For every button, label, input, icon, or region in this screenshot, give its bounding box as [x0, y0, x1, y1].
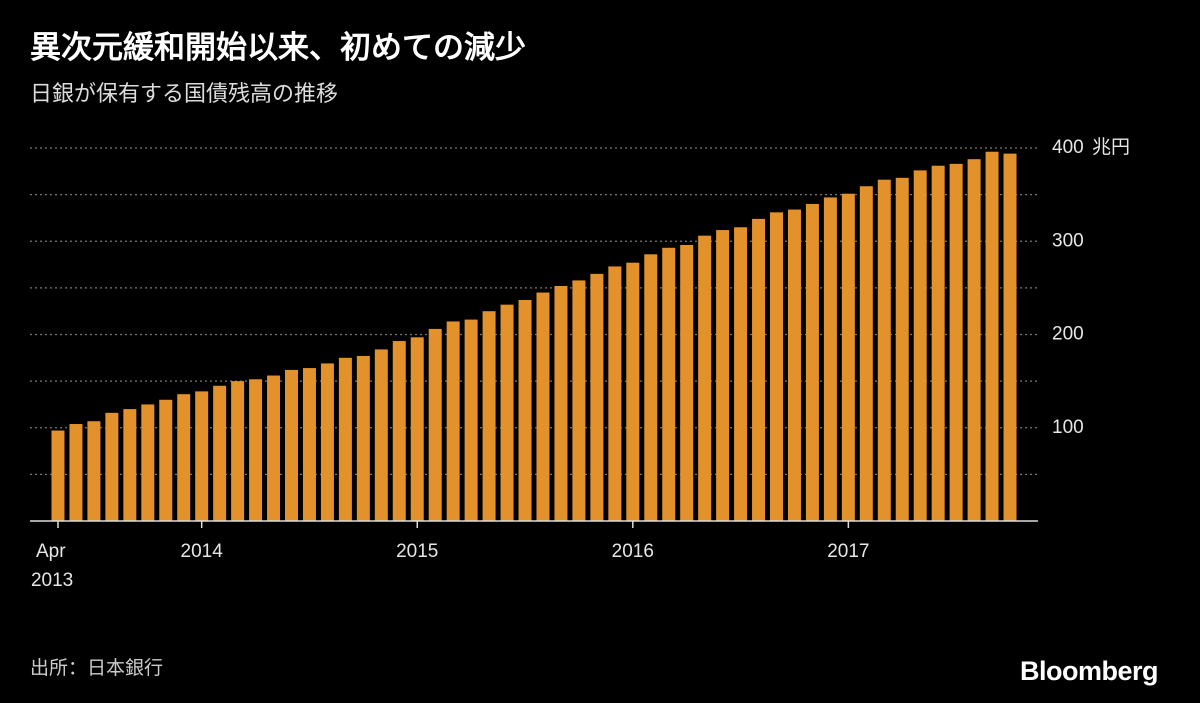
bar [734, 227, 748, 521]
bar [410, 337, 424, 521]
bar [177, 394, 191, 521]
bar [877, 179, 891, 521]
bar [159, 399, 173, 521]
x-tick-year: 2013 [31, 570, 73, 591]
bar [1003, 153, 1017, 521]
bar [69, 424, 83, 521]
bar [249, 379, 263, 521]
bar [464, 319, 478, 521]
y-tick-label: 300 [1052, 230, 1084, 251]
bar [985, 151, 999, 522]
bar [195, 391, 209, 521]
chart-title: 異次元緩和開始以来、初めての減少 [30, 30, 526, 65]
bar [698, 235, 712, 521]
bar [428, 328, 442, 521]
x-tick-label: 2015 [396, 541, 438, 562]
bar [823, 197, 837, 522]
source: 出所：日本銀行 [30, 657, 163, 679]
bar [302, 368, 316, 521]
bar [267, 375, 281, 521]
brand: Bloomberg [1020, 656, 1158, 686]
bar [500, 304, 514, 521]
bar [356, 355, 370, 521]
x-tick-label: 2014 [181, 541, 224, 562]
bar [931, 165, 945, 521]
bar [320, 363, 334, 521]
bar [105, 412, 119, 521]
bar [716, 230, 730, 521]
bar [141, 404, 155, 521]
chart-subtitle: 日銀が保有する国債残高の推移 [30, 81, 338, 106]
x-tick-label: Apr [36, 541, 66, 562]
bar [805, 203, 819, 521]
bar [895, 177, 909, 521]
bar [285, 369, 298, 521]
bar [87, 421, 101, 521]
bar [841, 193, 855, 521]
bar [446, 321, 460, 521]
bar [752, 218, 766, 521]
bar [374, 349, 388, 521]
bar [967, 159, 981, 521]
bar [644, 254, 658, 521]
y-unit: 兆円 [1092, 136, 1130, 158]
bar [949, 163, 963, 522]
bar [572, 280, 586, 521]
bar [518, 299, 532, 521]
bar [680, 244, 694, 522]
bar [213, 385, 227, 521]
bar [392, 341, 406, 521]
y-tick-label: 200 [1052, 324, 1084, 345]
bar [51, 430, 65, 521]
bar [859, 186, 873, 522]
bar [590, 273, 604, 521]
bar [231, 381, 245, 521]
x-tick-label: 2017 [827, 541, 869, 562]
y-tick-label: 400 [1052, 137, 1084, 158]
bar [554, 286, 568, 521]
x-tick-label: 2016 [612, 541, 654, 562]
bar [913, 170, 927, 521]
bar [482, 311, 496, 521]
y-tick-label: 100 [1052, 417, 1084, 438]
bar [123, 409, 137, 521]
bar [608, 266, 622, 521]
bar [626, 262, 640, 521]
bar [787, 209, 801, 522]
bar [338, 357, 352, 521]
bar [770, 212, 783, 521]
bar [536, 292, 550, 521]
bar [662, 247, 676, 521]
